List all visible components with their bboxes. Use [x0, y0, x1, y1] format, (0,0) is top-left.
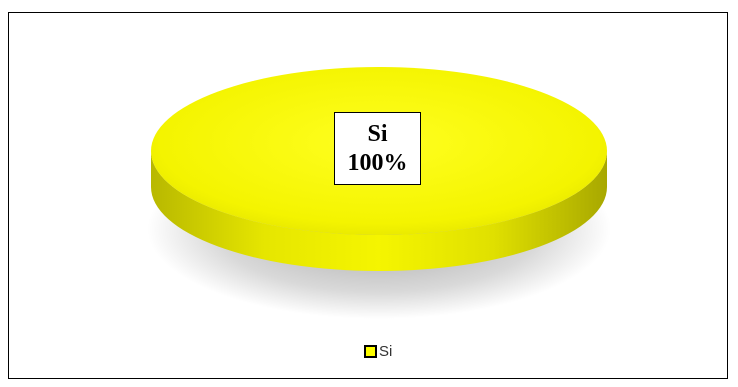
- pie-slice-side-si: [151, 151, 607, 271]
- legend-swatch: [364, 345, 377, 358]
- chart-frame: Si 100% Si: [8, 12, 728, 379]
- data-label: Si 100%: [334, 112, 421, 185]
- legend-entry-label: Si: [379, 343, 393, 360]
- data-label-name: Si: [367, 120, 388, 147]
- pie-chart: [147, 67, 611, 319]
- legend: Si: [364, 343, 392, 360]
- data-label-percent: 100%: [347, 149, 408, 176]
